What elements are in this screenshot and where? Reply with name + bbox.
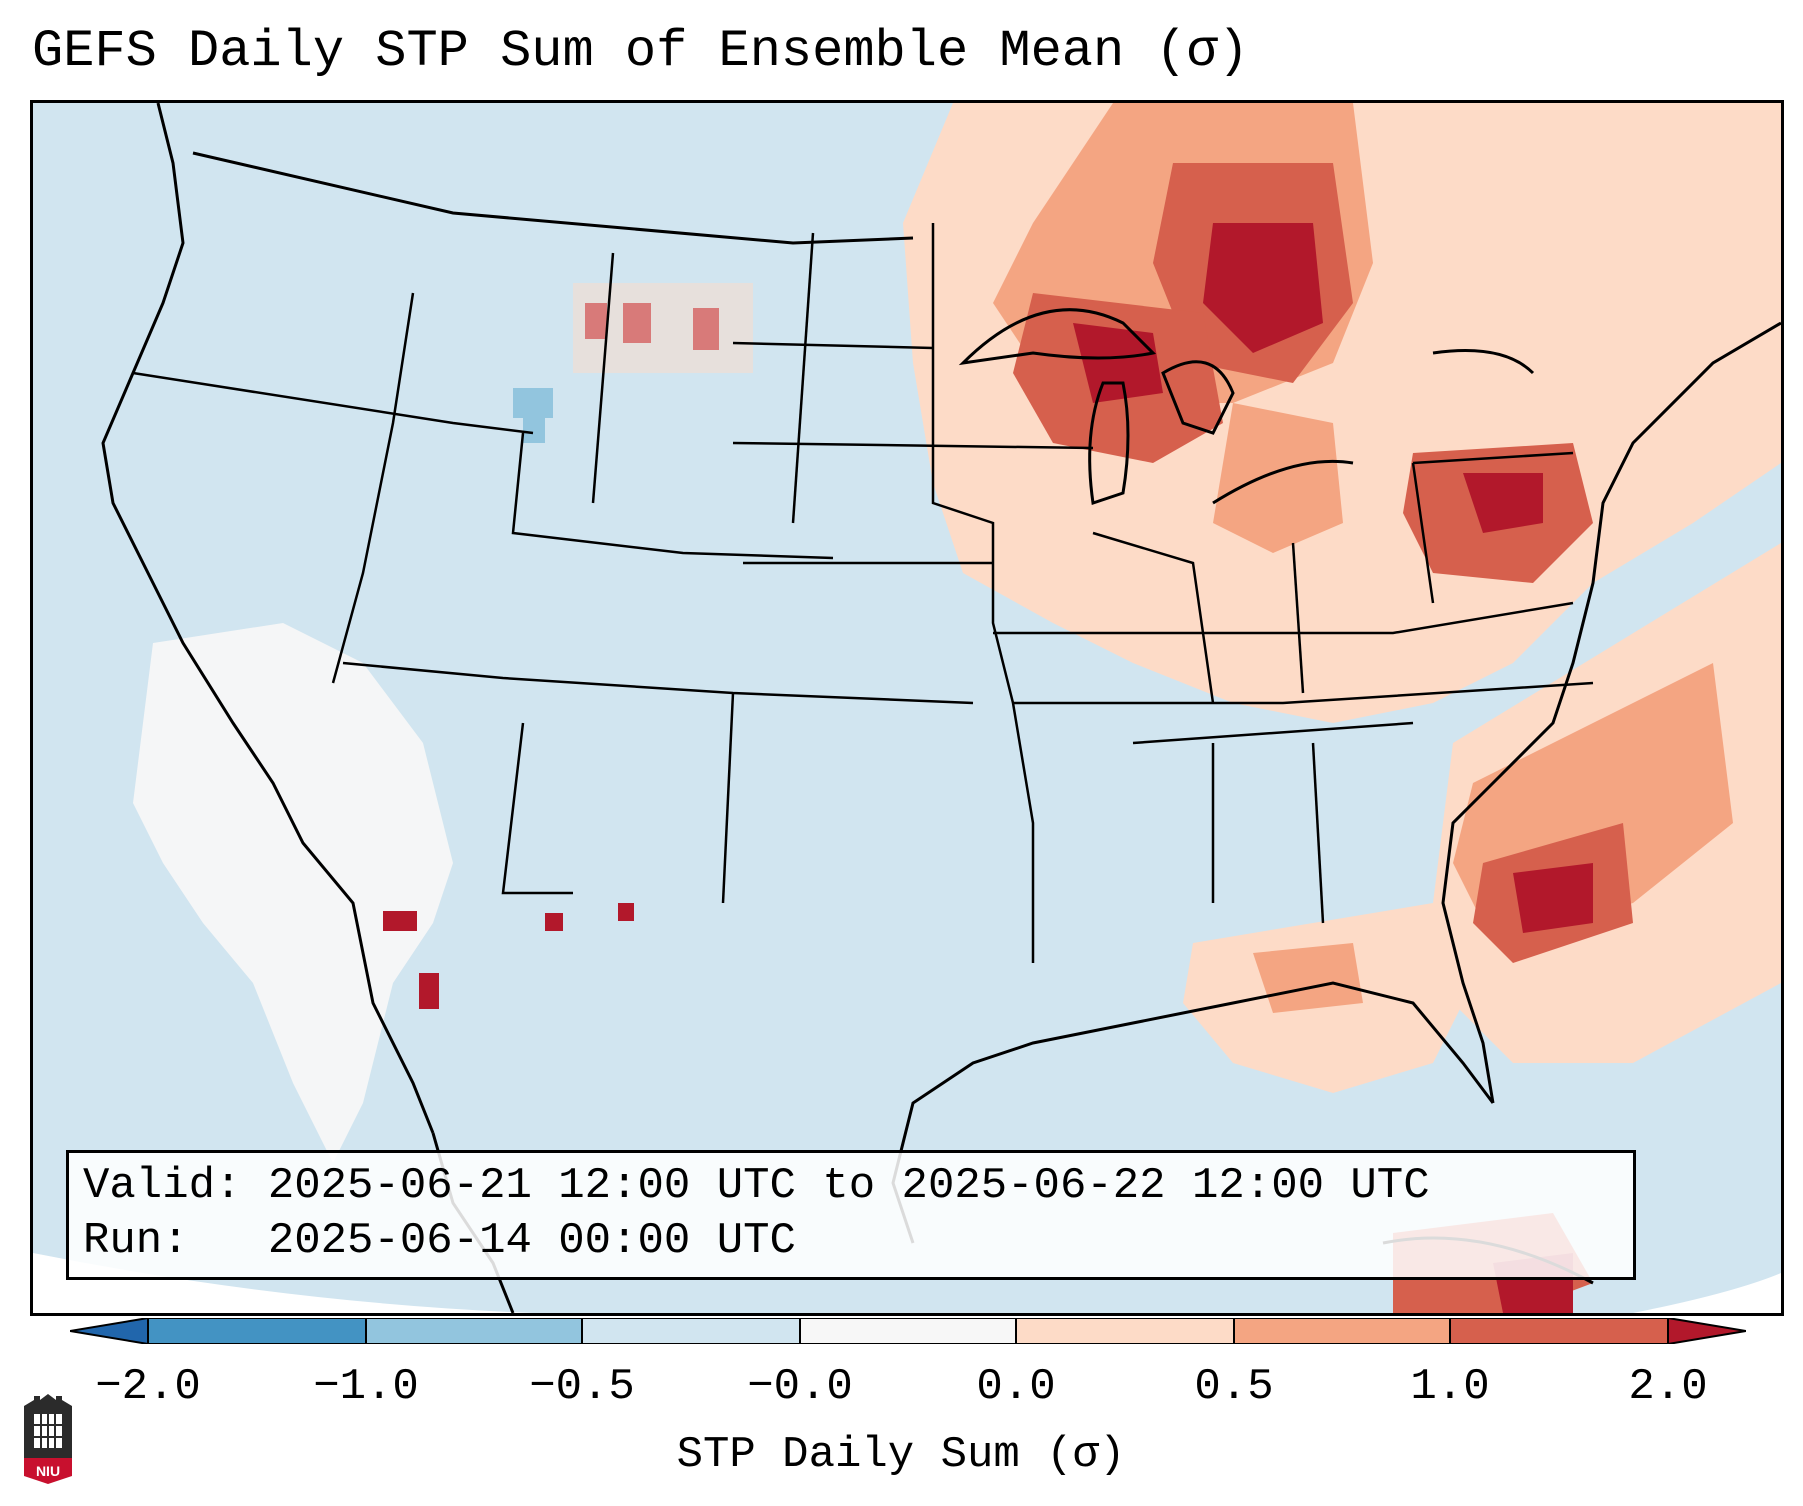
colorbar-tick-label: 0.0	[976, 1362, 1056, 1412]
nv-ut-border	[331, 292, 415, 684]
anomaly-mexico-spot-1	[383, 911, 417, 931]
colorbar-extend-low	[70, 1318, 148, 1344]
ks-mo-ky-border	[993, 601, 1574, 635]
map-panel	[30, 100, 1784, 1316]
colorbar-bin-1-2	[1450, 1318, 1668, 1344]
anomaly-michigan	[1213, 403, 1343, 553]
colorbar-bin-05-1	[1234, 1318, 1450, 1344]
niu-logo-icon: NIU	[24, 1394, 72, 1484]
colorbar-ticks	[147, 1318, 1669, 1344]
colorbar-tick-label: 1.0	[1410, 1362, 1490, 1412]
lake-michigan	[1088, 381, 1130, 505]
sd-ne-border	[732, 441, 1094, 450]
colorbar-bin-neg05-0	[582, 1318, 800, 1344]
valid-text: Valid: 2025-06-21 12:00 UTC to 2025-06-2…	[83, 1161, 1430, 1211]
al-ga-border	[1311, 742, 1325, 924]
anomaly-upper-michigan-max	[1073, 323, 1163, 403]
mt-wy-border	[791, 232, 815, 524]
lake-huron	[1161, 360, 1235, 435]
state-boundaries	[132, 223, 1594, 963]
az-ut-nm-ok-border	[342, 661, 974, 705]
lake-erie	[1212, 459, 1354, 505]
colorbar-tick-label: 0.5	[1194, 1362, 1274, 1412]
pa-ny-border	[1412, 451, 1574, 465]
nm-tx-border	[721, 692, 735, 904]
tn-ms-al-border	[1132, 721, 1414, 745]
gulf-coastline	[891, 981, 1495, 1244]
anomaly-ontario-max	[1203, 223, 1323, 353]
run-text: Run: 2025-06-14 00:00 UTC	[83, 1216, 796, 1266]
oh-pa-border	[1411, 462, 1435, 604]
colorbar-bin-zero	[800, 1318, 1016, 1344]
map-svg	[33, 103, 1781, 1313]
anomaly-gulf-mid	[1253, 943, 1363, 1013]
canada-border-west	[192, 151, 914, 245]
nd-sd-border	[732, 341, 934, 350]
in-oh-border	[1291, 542, 1305, 694]
colorbar-tick-label: −0.5	[529, 1362, 635, 1412]
colorbar	[70, 1318, 1746, 1344]
anomaly-idaho-negative-2	[523, 413, 545, 443]
colorbar-tick-label: −1.0	[313, 1362, 419, 1412]
anomaly-field	[133, 103, 1781, 1313]
lake-superior	[958, 308, 1157, 366]
az-nm-border	[501, 722, 573, 895]
colorbar-tick-label: −2.0	[95, 1362, 201, 1412]
anomaly-pennsylvania-max	[1463, 473, 1543, 533]
colorbar-tick-label: −0.0	[747, 1362, 853, 1412]
anomaly-atlantic-max	[1513, 863, 1593, 933]
ok-ar-tn-nc-border	[1013, 681, 1594, 705]
near-zero-southwest	[133, 623, 453, 1163]
colorbar-bin-neg1-neg05	[366, 1318, 582, 1344]
validity-info-box: Valid: 2025-06-21 12:00 UTC to 2025-06-2…	[66, 1150, 1636, 1280]
chart-title: GEFS Daily STP Sum of Ensemble Mean (σ)	[32, 22, 1249, 81]
colorbar-extend-high	[1668, 1318, 1746, 1344]
colorbar-label: STP Daily Sum (σ)	[676, 1430, 1126, 1480]
anomaly-montana-light	[573, 283, 753, 373]
id-mt-border	[591, 252, 615, 504]
colorbar-bin-0-05	[1016, 1318, 1234, 1344]
il-in-border	[1092, 531, 1215, 704]
wy-co-border	[511, 432, 834, 560]
west-coastline	[101, 103, 435, 1134]
east-coastline	[1441, 321, 1781, 1104]
anomaly-mexico-spot-2	[545, 913, 563, 931]
colorbar-tick-label: 2.0	[1628, 1362, 1708, 1412]
central-plains-border	[931, 223, 1035, 963]
anomaly-mexico-spot-3	[618, 903, 634, 921]
logo-text: NIU	[36, 1463, 60, 1479]
out-of-domain-corner	[33, 1253, 533, 1313]
colorbar-bin-neg2-neg1	[148, 1318, 366, 1344]
anomaly-baja-spot	[419, 973, 439, 1009]
or-id-border	[132, 371, 534, 435]
out-of-domain-corner-right	[1633, 1273, 1781, 1313]
lake-ontario	[1432, 349, 1535, 375]
